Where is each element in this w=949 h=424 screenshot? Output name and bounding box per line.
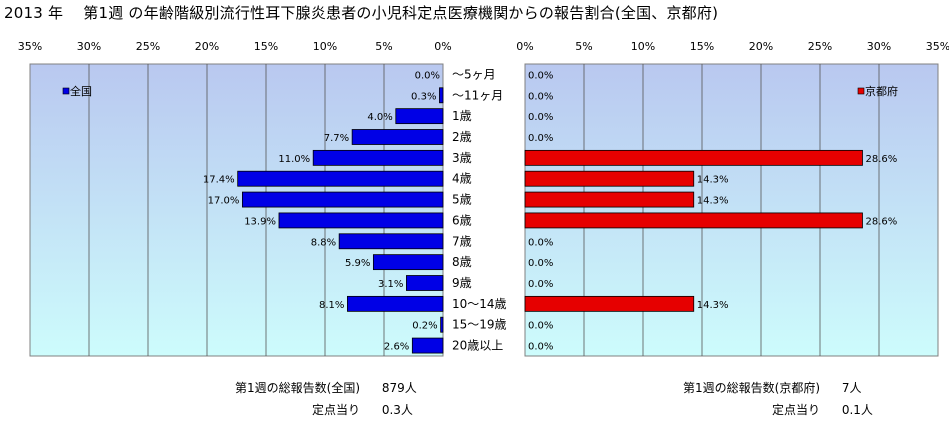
kyoto-data-label: 0.0%	[528, 91, 553, 102]
national-plot-area	[29, 63, 444, 357]
kyoto-data-label: 0.0%	[528, 70, 553, 81]
national-x-tick-label: 25%	[136, 40, 160, 53]
national-data-label: 0.3%	[411, 91, 436, 102]
kyoto-data-label: 28.6%	[865, 216, 897, 227]
national-total-line: 第1週の総報告数(全国) 879人	[190, 380, 417, 396]
category-label: 6歳	[452, 213, 472, 227]
kyoto-bar	[524, 170, 695, 187]
national-data-label: 3.1%	[378, 279, 403, 290]
kyoto-total-value: 7人	[841, 381, 862, 395]
category-label: 20歳以上	[452, 339, 503, 353]
national-x-tick-label: 30%	[77, 40, 101, 53]
chart-title: 2013 年 第1週 の年齢階級別流行性耳下腺炎患者の小児科定点医療機関からの報…	[4, 4, 719, 22]
kyoto-data-label: 0.0%	[528, 112, 553, 123]
national-bar	[406, 275, 444, 291]
national-bar	[338, 233, 444, 250]
national-x-tick-label: 35%	[18, 40, 42, 53]
kyoto-data-label: 0.0%	[528, 321, 553, 332]
national-bar	[312, 149, 444, 166]
national-data-label: 4.0%	[367, 112, 392, 123]
kyoto-total-line: 第1週の総報告数(京都府) 7人	[630, 380, 861, 396]
national-per-site-line: 定点当り 0.3人	[190, 402, 413, 418]
national-bar	[347, 295, 444, 312]
national-legend-swatch	[62, 87, 70, 95]
category-label: ～11ヶ月	[452, 88, 503, 102]
national-data-label: 7.7%	[324, 133, 349, 144]
kyoto-data-label: 0.0%	[528, 237, 553, 248]
category-label: 4歳	[452, 172, 472, 186]
national-data-label: 0.2%	[412, 321, 437, 332]
kyoto-legend-label: 京都府	[865, 84, 898, 98]
kyoto-x-tick-label: 5%	[575, 40, 592, 53]
kyoto-legend-swatch	[857, 87, 865, 95]
national-legend-label: 全国	[70, 84, 92, 98]
kyoto-x-tick-label: 30%	[867, 40, 891, 53]
kyoto-data-label: 0.0%	[528, 342, 553, 353]
national-bar	[440, 316, 444, 333]
national-data-label: 17.0%	[208, 196, 240, 207]
national-bar	[411, 337, 444, 354]
national-per-site-label: 定点当り	[311, 403, 360, 417]
national-data-label: 17.4%	[203, 175, 235, 186]
national-x-tick-label: 0%	[434, 40, 451, 53]
national-data-label: 8.1%	[319, 300, 344, 311]
national-data-label: 2.6%	[384, 342, 409, 353]
national-data-label: 5.9%	[345, 258, 370, 269]
category-label: 15～19歳	[452, 318, 507, 332]
kyoto-bar	[524, 295, 695, 312]
kyoto-data-label: 0.0%	[528, 279, 553, 290]
national-total-value: 879人	[381, 381, 417, 395]
category-label: 9歳	[452, 276, 472, 290]
national-total-label: 第1週の総報告数(全国)	[235, 381, 360, 395]
national-x-tick-label: 5%	[375, 40, 392, 53]
national-bar	[351, 129, 444, 145]
kyoto-bar	[524, 212, 863, 229]
kyoto-per-site-value: 0.1人	[841, 403, 873, 417]
national-bar	[372, 254, 444, 271]
category-label: 2歳	[452, 130, 472, 144]
kyoto-x-tick-label: 15%	[690, 40, 714, 53]
national-bar	[439, 87, 444, 104]
national-data-label: 8.8%	[311, 237, 336, 248]
category-label: 7歳	[452, 234, 472, 248]
national-bar	[237, 170, 444, 187]
kyoto-bar	[524, 149, 863, 166]
kyoto-data-label: 14.3%	[697, 175, 729, 186]
national-per-site-value: 0.3人	[381, 403, 413, 417]
kyoto-x-tick-label: 0%	[516, 40, 533, 53]
category-label: ～5ヶ月	[452, 67, 496, 81]
category-label: 3歳	[452, 151, 472, 165]
national-data-label: 13.9%	[244, 216, 276, 227]
national-data-label: 11.0%	[278, 154, 310, 165]
national-x-tick-label: 20%	[195, 40, 219, 53]
kyoto-data-label: 14.3%	[697, 196, 729, 207]
kyoto-x-tick-label: 10%	[631, 40, 655, 53]
national-x-tick-label: 10%	[313, 40, 337, 53]
kyoto-data-label: 28.6%	[865, 154, 897, 165]
national-bar	[241, 191, 444, 208]
kyoto-plot-area	[524, 63, 939, 357]
kyoto-bar	[524, 191, 695, 208]
kyoto-total-label: 第1週の総報告数(京都府)	[683, 381, 820, 395]
kyoto-x-tick-label: 25%	[808, 40, 832, 53]
kyoto-data-label: 0.0%	[528, 133, 553, 144]
kyoto-data-label: 14.3%	[697, 300, 729, 311]
category-label: 8歳	[452, 255, 472, 269]
kyoto-x-tick-label: 35%	[926, 40, 949, 53]
kyoto-data-label: 0.0%	[528, 258, 553, 269]
national-data-label: 0.0%	[415, 70, 440, 81]
category-label: 1歳	[452, 109, 472, 123]
category-label: 10～14歳	[452, 297, 507, 311]
kyoto-per-site-label: 定点当り	[771, 403, 820, 417]
national-x-tick-label: 15%	[254, 40, 278, 53]
national-bar	[278, 212, 444, 229]
category-label: 5歳	[452, 193, 472, 207]
kyoto-per-site-line: 定点当り 0.1人	[630, 402, 873, 418]
national-bar	[395, 108, 444, 125]
kyoto-x-tick-label: 20%	[749, 40, 773, 53]
